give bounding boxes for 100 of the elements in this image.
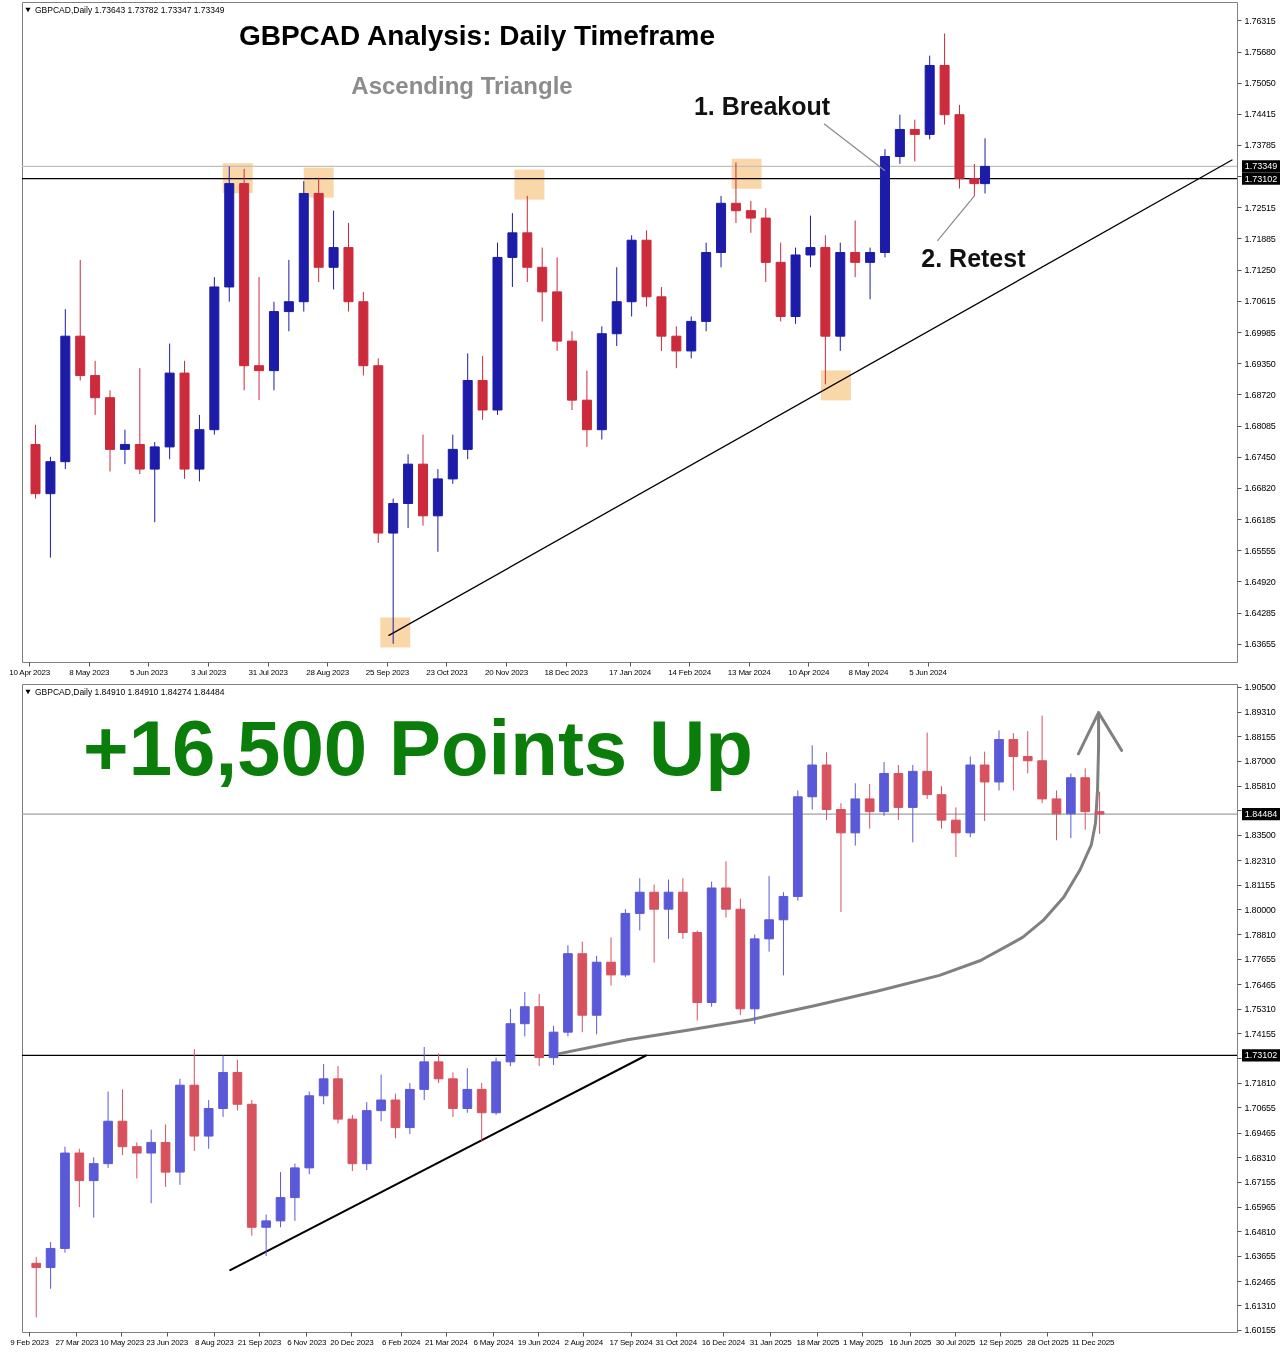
candlestick <box>922 732 932 800</box>
y-tick-label: 1.71885 <box>1244 233 1276 244</box>
y-tick-label: 1.73785 <box>1244 140 1276 151</box>
x-tick-label: 30 Jul 2025 <box>935 1337 976 1347</box>
x-tick-label: 10 Apr 2023 <box>9 667 51 677</box>
y-tick-label: 1.60155 <box>1244 1325 1276 1336</box>
x-tick-label: 27 Mar 2023 <box>55 1337 99 1347</box>
x-tick-label: 21 Mar 2024 <box>424 1337 469 1347</box>
candlestick <box>519 991 530 1037</box>
x-tick-label: 5 Jun 2023 <box>130 667 169 677</box>
y-tick-label: 1.69350 <box>1244 358 1276 369</box>
ref-line-label: 1.73102 <box>1244 173 1278 184</box>
candlestick <box>462 1067 473 1114</box>
candlestick <box>318 1063 329 1105</box>
x-tick-label: 25 Sep 2023 <box>365 667 410 677</box>
candlestick <box>476 1082 487 1143</box>
y-tick-label: 1.74415 <box>1244 109 1276 120</box>
x-tick-label: 23 Jun 2023 <box>146 1337 189 1347</box>
annotation: 2. Retest <box>921 243 1027 272</box>
candlestick <box>1094 791 1105 835</box>
y-tick-label: 1.77655 <box>1244 954 1276 965</box>
candlestick <box>433 1052 444 1084</box>
candlestick <box>671 325 682 369</box>
y-tick-label: 1.75310 <box>1244 1004 1276 1015</box>
candlestick <box>634 877 645 931</box>
y-tick-label: 1.75680 <box>1244 47 1276 58</box>
y-tick-label: 1.74155 <box>1244 1028 1276 1039</box>
candlestick <box>149 441 160 523</box>
x-tick-label: 5 Jun 2024 <box>909 667 948 677</box>
x-tick-label: 13 Mar 2024 <box>727 667 772 677</box>
x-tick-label: 12 Sep 2025 <box>978 1337 1023 1347</box>
y-tick-label: 1.85810 <box>1244 781 1276 792</box>
point <box>514 169 545 200</box>
x-tick-label: 6 Feb 2024 <box>381 1337 422 1347</box>
y-tick-label: 1.78810 <box>1244 929 1276 940</box>
candlestick <box>850 220 861 278</box>
y-tick-label: 1.69985 <box>1244 327 1276 338</box>
candlestick <box>131 1141 142 1179</box>
candlestick <box>864 783 875 830</box>
candlestick <box>1008 732 1019 791</box>
x-tick-label: 28 Oct 2025 <box>1027 1337 1070 1347</box>
candlestick <box>663 879 674 940</box>
candlestick <box>261 1214 271 1257</box>
x-tick-label: 17 Jan 2024 <box>609 667 652 677</box>
y-tick-label: 1.66820 <box>1244 483 1276 494</box>
y-tick-label: 1.66185 <box>1244 514 1276 525</box>
y-tick-label: 1.76315 <box>1244 15 1276 26</box>
candlestick <box>730 161 741 224</box>
candlestick <box>45 1241 56 1290</box>
y-tick-label: 1.68720 <box>1244 389 1276 400</box>
y-tick-label: 1.68310 <box>1244 1152 1276 1163</box>
candlestick <box>778 891 789 976</box>
y-tick-label: 1.72515 <box>1244 202 1276 213</box>
x-tick-label: 8 May 2024 <box>848 667 890 677</box>
candlestick <box>146 1129 157 1204</box>
y-tick-label: 1.65555 <box>1244 545 1276 556</box>
annotation: GBPCAD,Daily 1.73643 1.73782 1.73347 1.73349 <box>35 5 225 15</box>
y-tick-label: 1.70615 <box>1244 296 1276 307</box>
x-tick-label: 18 Dec 2023 <box>544 667 589 677</box>
y-tick-label: 1.89310 <box>1244 707 1276 718</box>
candlestick <box>254 276 265 401</box>
y-tick-label: 1.67450 <box>1244 452 1276 463</box>
candlestick <box>88 1156 99 1219</box>
y-tick-label: 1.83500 <box>1244 830 1276 841</box>
x-tick-label: 21 Sep 2023 <box>237 1337 282 1347</box>
y-tick-label: 1.88155 <box>1244 731 1276 742</box>
point <box>821 370 852 401</box>
y-tick-label: 1.81155 <box>1244 880 1276 891</box>
y-tick-label: 1.64285 <box>1244 608 1276 619</box>
x-tick-label: 16 Jun 2025 <box>889 1337 932 1347</box>
ref-line-label: 1.73349 <box>1244 161 1278 172</box>
y-tick-label: 1.71810 <box>1244 1078 1276 1089</box>
candlestick <box>606 936 616 987</box>
y-tick-label: 1.63655 <box>1244 639 1276 650</box>
y-tick-label: 1.64810 <box>1244 1226 1276 1237</box>
text: Ascending Triangle <box>351 72 573 99</box>
candlestick <box>721 860 731 919</box>
y-tick-label: 1.62465 <box>1244 1276 1276 1287</box>
candlestick <box>649 884 659 964</box>
candlestick <box>865 247 876 300</box>
candlestick <box>979 751 990 822</box>
candlestick <box>805 215 816 268</box>
y-tick-label: 1.65965 <box>1244 1202 1276 1213</box>
y-tick-label: 1.70655 <box>1244 1102 1276 1113</box>
x-tick-label: 10 Apr 2024 <box>788 667 831 677</box>
y-tick-label: 1.61310 <box>1244 1300 1276 1311</box>
candlestick <box>836 802 846 913</box>
y-tick-label: 1.67155 <box>1244 1177 1276 1188</box>
candlestick <box>951 806 961 858</box>
annotation: 1. Breakout <box>693 91 831 120</box>
x-tick-label: 20 Dec 2023 <box>330 1337 375 1347</box>
x-tick-label: 6 Nov 2023 <box>287 1337 327 1347</box>
x-tick-label: 28 Aug 2023 <box>306 667 350 677</box>
x-tick-label: 11 Dec 2025 <box>1071 1337 1115 1347</box>
candlestick <box>969 163 980 197</box>
candlestick <box>376 1074 386 1122</box>
x-tick-label: 17 Sep 2024 <box>609 1337 654 1347</box>
y-tick-label: 1.64920 <box>1244 576 1276 587</box>
y-tick-label: 1.68085 <box>1244 421 1276 432</box>
y-tick-label: 1.80000 <box>1244 904 1276 915</box>
